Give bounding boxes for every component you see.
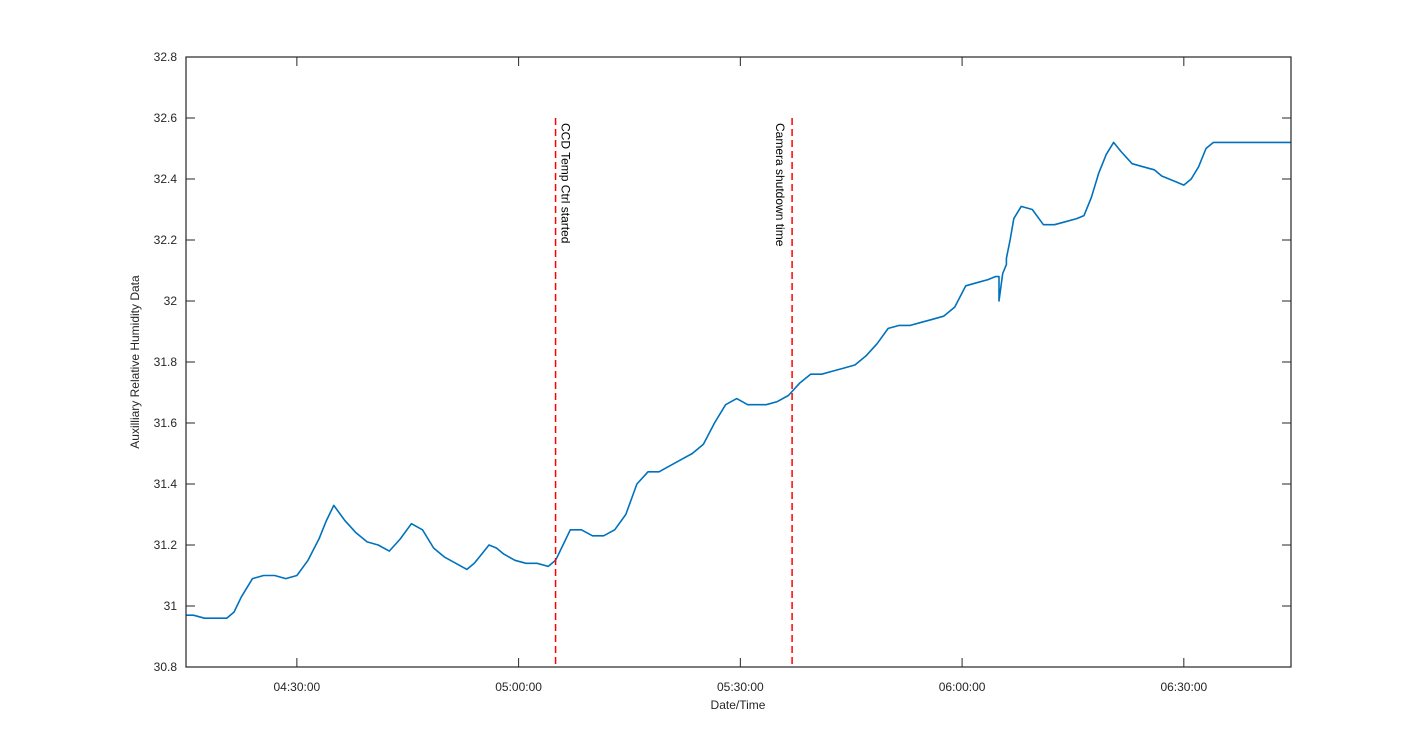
y-tick-labels: 30.8 31 31.2 31.4 31.6 31.8 32 32.2 32.4 32.6 32.8 — [154, 50, 178, 674]
y-tick-label: 32.8 — [154, 50, 178, 64]
axes-box — [185, 56, 1292, 668]
y-tick-label: 32.2 — [154, 233, 178, 247]
x-tick-label: 05:00:00 — [495, 680, 542, 694]
annotation-label: Camera shutdown time — [773, 123, 787, 247]
y-axis-label: Auxilliary Relative Humidity Data — [128, 275, 142, 449]
x-axis-label: Date/Time — [711, 698, 766, 712]
y-tick-label: 32 — [164, 294, 178, 308]
y-tick-label: 30.8 — [154, 660, 178, 674]
annotations: CCD Temp Ctrl started Camera shutdown tim… — [554, 118, 793, 667]
x-tick-label: 04:30:00 — [274, 680, 321, 694]
x-tick-label: 06:00:00 — [939, 680, 986, 694]
x-tick-label: 05:30:00 — [717, 680, 764, 694]
y-tick-label: 31.2 — [154, 538, 178, 552]
y-tick-label: 31.8 — [154, 355, 178, 369]
y-tick-label: 32.6 — [154, 111, 178, 125]
plot-area — [186, 57, 1291, 667]
y-tick-label: 31.4 — [154, 477, 178, 491]
x-tick-labels: 04:30:00 05:00:00 05:30:00 06:00:00 06:30:00 — [274, 680, 1208, 694]
y-tick-label: 32.4 — [154, 172, 178, 186]
x-tick-label: 06:30:00 — [1160, 680, 1207, 694]
annotation-label: CCD Temp Ctrl started — [559, 123, 573, 243]
y-tick-label: 31 — [164, 599, 178, 613]
humidity-series-line — [186, 141, 1291, 619]
y-tick-label: 31.6 — [154, 416, 178, 430]
